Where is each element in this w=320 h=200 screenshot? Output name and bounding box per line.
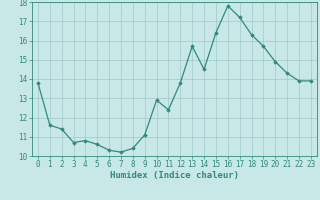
X-axis label: Humidex (Indice chaleur): Humidex (Indice chaleur) [110,171,239,180]
